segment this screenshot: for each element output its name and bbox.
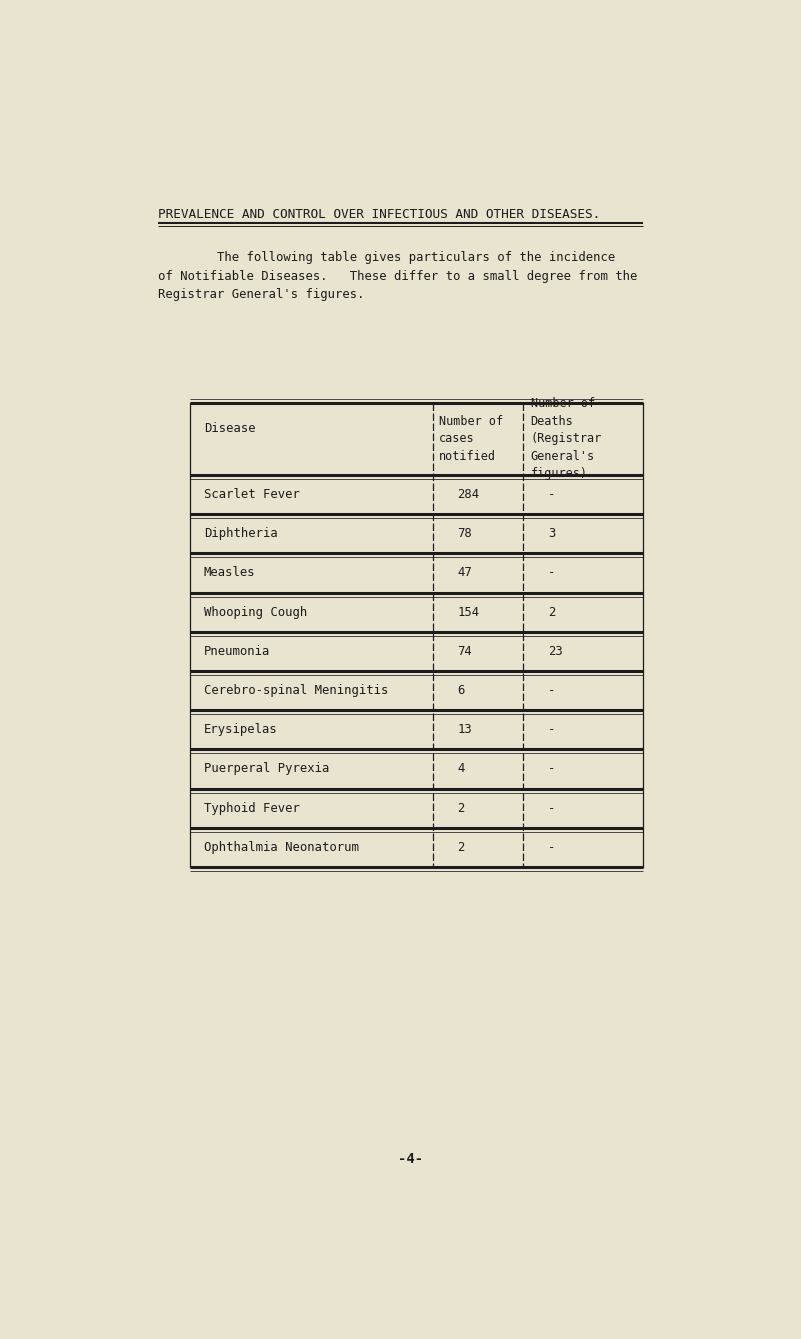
Text: Whooping Cough: Whooping Cough — [203, 605, 307, 619]
Text: -: - — [548, 802, 555, 814]
Text: 2: 2 — [457, 841, 465, 854]
Text: Measles: Measles — [203, 566, 256, 580]
Text: PREVALENCE AND CONTROL OVER INFECTIOUS AND OTHER DISEASES.: PREVALENCE AND CONTROL OVER INFECTIOUS A… — [158, 208, 600, 221]
Text: 284: 284 — [457, 487, 480, 501]
Text: 23: 23 — [548, 645, 563, 657]
Text: -: - — [548, 762, 555, 775]
Text: 2: 2 — [548, 605, 555, 619]
Text: Cerebro-spinal Meningitis: Cerebro-spinal Meningitis — [203, 684, 388, 698]
Text: The following table gives particulars of the incidence
of Notifiable Diseases.  : The following table gives particulars of… — [158, 252, 638, 301]
Text: Ophthalmia Neonatorum: Ophthalmia Neonatorum — [203, 841, 359, 854]
Text: Puerperal Pyrexia: Puerperal Pyrexia — [203, 762, 329, 775]
Text: 6: 6 — [457, 684, 465, 698]
Text: -: - — [548, 841, 555, 854]
Text: Number of
Deaths
(Registrar
General's
figures): Number of Deaths (Registrar General's fi… — [531, 398, 602, 481]
Text: 74: 74 — [457, 645, 472, 657]
Text: Pneumonia: Pneumonia — [203, 645, 270, 657]
Text: 78: 78 — [457, 528, 472, 540]
Text: Erysipelas: Erysipelas — [203, 723, 277, 736]
Text: 2: 2 — [457, 802, 465, 814]
Text: 154: 154 — [457, 605, 480, 619]
Text: 13: 13 — [457, 723, 472, 736]
Text: Scarlet Fever: Scarlet Fever — [203, 487, 300, 501]
Text: -: - — [548, 684, 555, 698]
Text: Number of
cases
notified: Number of cases notified — [439, 415, 503, 463]
Text: -4-: -4- — [398, 1152, 423, 1166]
Text: Typhoid Fever: Typhoid Fever — [203, 802, 300, 814]
Text: Diphtheria: Diphtheria — [203, 528, 277, 540]
Text: -: - — [548, 487, 555, 501]
Text: -: - — [548, 723, 555, 736]
Text: 3: 3 — [548, 528, 555, 540]
Text: -: - — [548, 566, 555, 580]
Text: 47: 47 — [457, 566, 472, 580]
Text: 4: 4 — [457, 762, 465, 775]
Text: Disease: Disease — [203, 422, 256, 435]
